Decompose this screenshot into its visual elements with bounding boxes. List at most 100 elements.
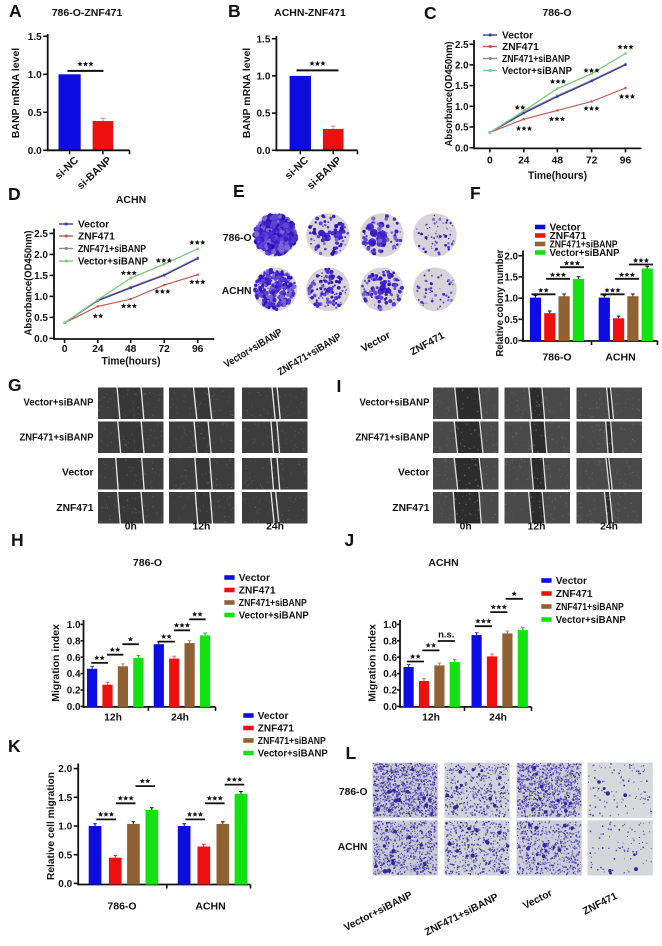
svg-text:786-O: 786-O <box>542 352 571 364</box>
svg-text:2.0: 2.0 <box>455 61 468 72</box>
svg-text:1.5: 1.5 <box>28 32 42 43</box>
svg-text:24h: 24h <box>600 522 618 533</box>
svg-text:ZNF471+siBANP: ZNF471+siBANP <box>258 736 326 747</box>
svg-text:L: L <box>346 743 357 763</box>
svg-text:12h: 12h <box>104 713 122 724</box>
svg-text:0.5: 0.5 <box>58 850 72 861</box>
svg-text:2.0: 2.0 <box>504 251 518 262</box>
svg-text:0.0: 0.0 <box>256 146 270 157</box>
svg-text:C: C <box>424 3 437 23</box>
svg-text:12h: 12h <box>422 713 440 724</box>
svg-text:0.2: 0.2 <box>67 686 81 697</box>
svg-text:Vector+siBANP: Vector+siBANP <box>556 615 626 626</box>
svg-text:ACHN: ACHN <box>195 901 225 913</box>
svg-text:K: K <box>8 736 21 756</box>
svg-text:ZNF471: ZNF471 <box>556 589 593 600</box>
svg-text:1.5: 1.5 <box>34 271 48 282</box>
svg-text:48: 48 <box>552 156 564 167</box>
svg-text:ZNF471: ZNF471 <box>78 232 115 243</box>
svg-text:Vector: Vector <box>502 31 533 42</box>
svg-text:1.0: 1.0 <box>28 70 42 81</box>
svg-text:24: 24 <box>518 156 530 167</box>
svg-text:H: H <box>11 530 24 550</box>
svg-text:0.0: 0.0 <box>455 143 468 154</box>
svg-text:Vector: Vector <box>258 711 289 722</box>
svg-text:ZNF471+siBANP: ZNF471+siBANP <box>556 602 624 613</box>
svg-text:I: I <box>337 376 342 396</box>
svg-text:786-O: 786-O <box>223 233 252 244</box>
svg-text:Vector+siBANP: Vector+siBANP <box>258 749 328 760</box>
svg-text:ZNF471: ZNF471 <box>550 231 587 242</box>
svg-text:1.0: 1.0 <box>256 72 270 83</box>
svg-text:0.4: 0.4 <box>67 669 81 680</box>
svg-text:72: 72 <box>158 344 170 355</box>
svg-text:Vector: Vector <box>62 468 93 479</box>
svg-text:786-O: 786-O <box>133 557 162 569</box>
svg-text:ACHN: ACHN <box>605 352 635 364</box>
svg-text:J: J <box>345 530 355 550</box>
svg-text:ACHN-ZNF471: ACHN-ZNF471 <box>274 7 346 19</box>
svg-text:96: 96 <box>620 156 632 167</box>
svg-text:1.5: 1.5 <box>504 273 518 284</box>
svg-text:786-O: 786-O <box>542 7 571 19</box>
svg-text:ZNF471+siBANP: ZNF471+siBANP <box>502 54 570 65</box>
svg-text:24h: 24h <box>266 522 284 533</box>
svg-text:24h: 24h <box>171 713 189 724</box>
svg-text:ACHN: ACHN <box>338 842 368 853</box>
svg-text:0.0: 0.0 <box>28 146 42 157</box>
svg-text:0.0: 0.0 <box>67 702 81 713</box>
svg-text:96: 96 <box>192 344 204 355</box>
svg-text:0.2: 0.2 <box>383 686 397 697</box>
svg-text:Vector+siBANP: Vector+siBANP <box>550 248 620 259</box>
svg-text:0.4: 0.4 <box>383 669 397 680</box>
svg-text:ZNF471+siBANP: ZNF471+siBANP <box>239 598 307 609</box>
svg-text:E: E <box>233 181 245 201</box>
svg-text:0.5: 0.5 <box>455 123 469 134</box>
svg-text:1.0: 1.0 <box>34 292 48 303</box>
svg-text:Time(hours): Time(hours) <box>102 356 161 368</box>
svg-text:Vector+siBANP: Vector+siBANP <box>24 397 94 408</box>
svg-text:0.0: 0.0 <box>58 879 72 890</box>
svg-text:ZNF471+siBANP: ZNF471+siBANP <box>550 240 618 251</box>
svg-text:24: 24 <box>92 344 104 355</box>
svg-text:786-O: 786-O <box>107 901 136 913</box>
svg-text:48: 48 <box>125 344 137 355</box>
svg-text:Vector: Vector <box>78 220 109 231</box>
svg-text:Time(hours): Time(hours) <box>528 170 587 182</box>
svg-text:12h: 12h <box>528 522 546 533</box>
svg-text:1.0: 1.0 <box>504 294 518 305</box>
svg-text:ACHN: ACHN <box>428 557 458 569</box>
svg-text:0.8: 0.8 <box>67 636 81 647</box>
svg-text:Vector+siBANP: Vector+siBANP <box>239 611 309 622</box>
svg-text:786-O: 786-O <box>339 787 368 798</box>
svg-text:1.5: 1.5 <box>455 81 469 92</box>
svg-text:2.5: 2.5 <box>455 40 469 51</box>
svg-text:A: A <box>9 1 22 21</box>
svg-text:24h: 24h <box>489 713 507 724</box>
svg-text:1.0: 1.0 <box>455 102 468 113</box>
svg-text:72: 72 <box>586 156 598 167</box>
svg-text:0.8: 0.8 <box>383 636 397 647</box>
svg-text:Vector+siBANP: Vector+siBANP <box>502 66 572 77</box>
svg-text:0.6: 0.6 <box>383 653 397 664</box>
svg-text:0: 0 <box>487 156 493 167</box>
svg-text:1.5: 1.5 <box>256 34 270 45</box>
svg-text:n.s.: n.s. <box>438 630 454 641</box>
svg-text:Vector+siBANP: Vector+siBANP <box>78 257 148 268</box>
svg-text:2.0: 2.0 <box>34 250 48 261</box>
svg-text:0.5: 0.5 <box>28 108 42 119</box>
svg-text:0.0: 0.0 <box>383 702 397 713</box>
svg-text:0.5: 0.5 <box>504 315 518 326</box>
svg-text:Absorbance(OD450nm): Absorbance(OD450nm) <box>23 231 35 336</box>
svg-text:Relative cell migration: Relative cell migration <box>45 772 57 880</box>
svg-text:Relative colony number: Relative colony number <box>494 250 506 357</box>
svg-text:F: F <box>470 183 481 203</box>
svg-text:Vector+siBANP: Vector+siBANP <box>360 397 430 408</box>
svg-text:0.5: 0.5 <box>34 313 48 324</box>
svg-text:ZNF471: ZNF471 <box>56 503 93 514</box>
svg-text:0h: 0h <box>460 522 472 533</box>
svg-text:12h: 12h <box>193 522 211 533</box>
svg-text:1.5: 1.5 <box>58 793 72 804</box>
svg-text:BANP mRNA level: BANP mRNA level <box>241 48 253 139</box>
svg-text:0.6: 0.6 <box>67 653 81 664</box>
